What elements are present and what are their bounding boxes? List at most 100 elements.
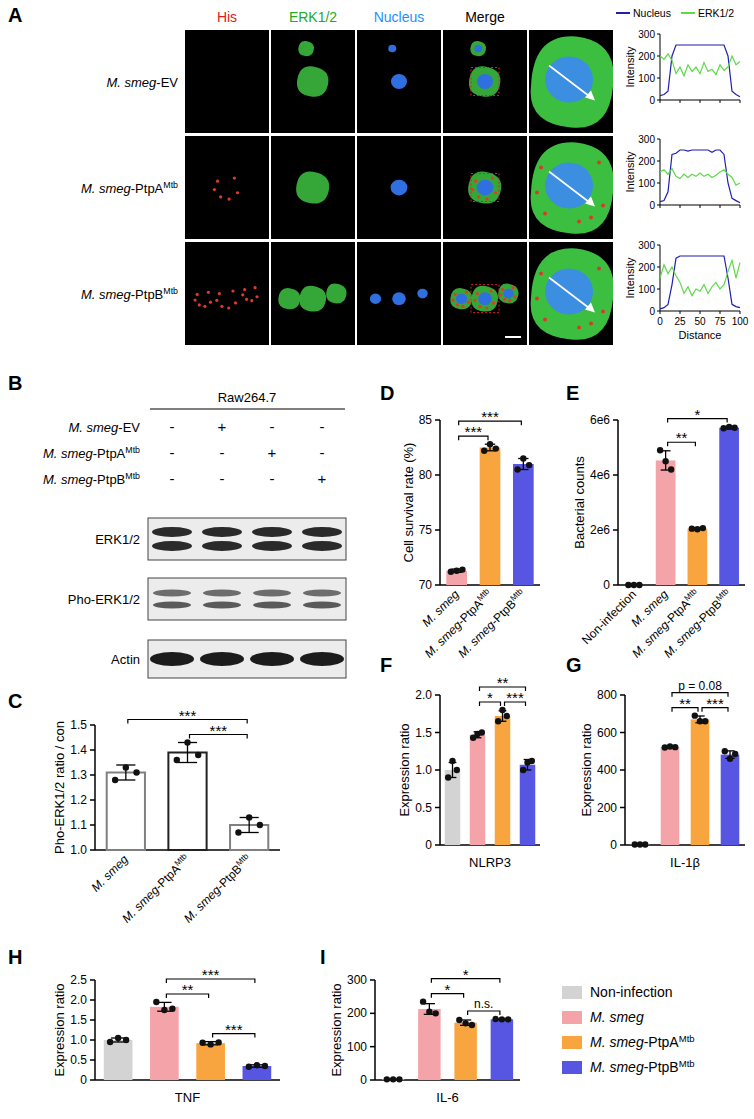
his-dot (250, 299, 253, 302)
text-part: Nucleus (633, 7, 671, 19)
bar (661, 747, 680, 845)
y-tick (613, 474, 618, 476)
significance-label: *** (225, 1021, 243, 1038)
his-dot (220, 305, 223, 308)
cell-line: Raw264.7 (218, 390, 277, 405)
blot-frame (148, 518, 346, 560)
superscript: Mtb (163, 286, 178, 296)
cell-nucleus (370, 293, 381, 304)
text-part: 100 (638, 178, 655, 189)
cell-line-rule (150, 409, 345, 410)
his-dot (227, 306, 230, 309)
cell-erk (450, 288, 472, 309)
superscript: Mtb (509, 587, 525, 603)
bar-chart: D70758085Cell survival rate (%)M. smegM.… (380, 382, 540, 661)
text-part: -PtpA (131, 181, 164, 196)
replicate-dot (732, 751, 738, 757)
y-tick (657, 161, 660, 162)
significance: *** (459, 408, 522, 425)
bar-chart: H00.51.01.52.02.5Expression ratioTNF****… (8, 946, 280, 1105)
image-background (529, 136, 613, 239)
line-chart: 01002003000255075100IntensityDistance (624, 240, 748, 342)
replicate-dot (445, 774, 451, 780)
text-part: 50 (694, 316, 706, 327)
line-series (660, 260, 740, 295)
x-tick (740, 205, 741, 208)
cell-nucleus (391, 180, 408, 196)
x-tick-label: M. smeg (89, 852, 132, 895)
replicate-dot (246, 814, 252, 820)
significance-label: * (487, 689, 493, 706)
bracket (672, 693, 728, 697)
x-tick (700, 205, 701, 208)
y-tick-label: 400 (597, 763, 617, 777)
y-tick-label: 200 (638, 51, 655, 62)
lane-sign: + (318, 470, 327, 487)
his-dot (478, 305, 481, 308)
bar-chart: I0100200300Expression ratioIL-6*n.s.* (320, 946, 520, 1105)
blot-label: ERK1/2 (95, 532, 140, 547)
text-part: *** (210, 722, 228, 739)
his-dot (461, 305, 464, 308)
y-axis (660, 34, 661, 100)
his-dot (508, 299, 511, 302)
bar (470, 735, 486, 845)
significance-label: *** (481, 408, 499, 425)
text-part: 6e6 (590, 413, 610, 427)
his-dot (219, 195, 222, 198)
x-axis-title: TNF (175, 1090, 200, 1105)
bar (513, 464, 534, 585)
replicate-dot (112, 777, 118, 783)
y-tick-label: 300 (638, 134, 655, 145)
text-part: 200 (638, 262, 655, 273)
blot-band (303, 590, 341, 597)
text-part: 100 (638, 284, 655, 295)
y-tick-label: 1.2 (70, 793, 87, 807)
text-part: Bacterial counts (572, 456, 587, 549)
y-tick (90, 774, 95, 776)
text-part: *** (179, 707, 197, 724)
channel-header: His (217, 9, 237, 25)
lane-sign: - (270, 470, 275, 487)
text-part: NLRP3 (469, 855, 511, 870)
replicate-dot (133, 769, 139, 775)
blot-band (202, 541, 242, 551)
zoom-his-dot (535, 297, 539, 301)
y-tick (370, 1013, 375, 1015)
profile-arrow (549, 172, 591, 204)
profile-arrow (549, 66, 591, 98)
replicate-dot (529, 758, 535, 764)
image-background (185, 136, 269, 239)
text-part: ** (679, 695, 691, 712)
his-dot (467, 301, 470, 304)
image-background (443, 136, 527, 239)
blot-band (252, 527, 292, 537)
y-tick (370, 979, 375, 981)
significance-label: *** (179, 707, 197, 724)
bracket (468, 1011, 500, 1015)
panel-letter: G (566, 654, 582, 676)
bar (107, 773, 145, 851)
line-series (660, 256, 740, 309)
profile-arrowhead (585, 197, 595, 207)
lane-sign: - (170, 444, 175, 461)
y-tick (90, 1059, 95, 1061)
significance-label: *** (465, 423, 483, 440)
x-tick (660, 100, 661, 103)
text-part: 2.0 (415, 688, 432, 702)
bar (719, 428, 739, 585)
y-tick (90, 749, 95, 751)
replicate-dot (432, 1010, 438, 1016)
legend-swatch (562, 1061, 582, 1074)
row-label: M. smeg-PtpBMtb (81, 286, 178, 302)
text-part: 0 (649, 95, 655, 106)
text-part: IL-1β (670, 855, 700, 870)
his-dot (241, 293, 244, 296)
text-part: *** (202, 966, 220, 983)
cell-nucleus (388, 45, 396, 53)
replicate-dot (384, 1076, 390, 1082)
replicate-dot (199, 1040, 205, 1046)
his-dot (456, 303, 459, 306)
y-tick-label: 0 (425, 838, 432, 852)
y-tick (435, 844, 440, 846)
